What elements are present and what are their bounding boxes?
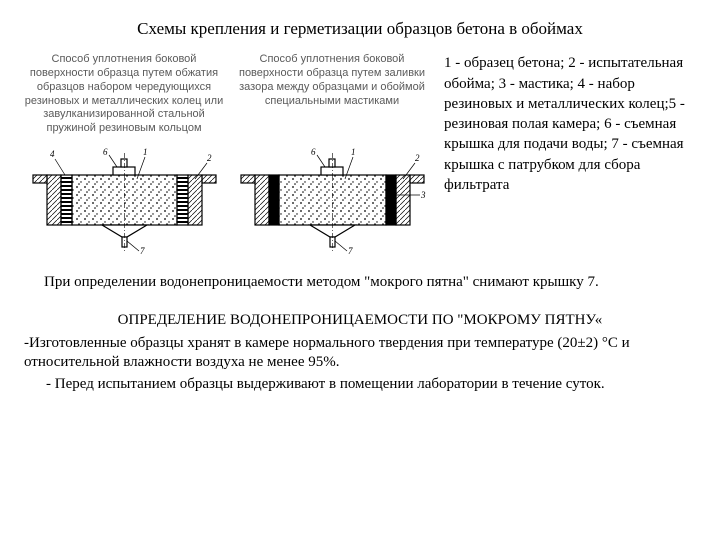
svg-text:4: 4 bbox=[50, 149, 55, 159]
diagram-left-caption: Способ уплотнения боковой поверхности об… bbox=[24, 53, 224, 137]
paragraph-1: -Изготовленные образцы хранят в камере н… bbox=[24, 334, 696, 373]
diagram-right-svg: 6 1 2 3 7 bbox=[235, 145, 430, 255]
svg-text:7: 7 bbox=[140, 246, 145, 255]
diagrams-column: Способ уплотнения боковой поверхности об… bbox=[24, 53, 434, 255]
legend-text: 1 - образец бетона; 2 - испытательная об… bbox=[444, 53, 696, 255]
svg-text:6: 6 bbox=[311, 147, 316, 157]
diagram-right: Способ уплотнения боковой поверхности об… bbox=[232, 53, 432, 255]
diagram-left-svg: 4 6 1 2 7 bbox=[27, 145, 222, 255]
section-heading: ОПРЕДЕЛЕНИЕ ВОДОНЕПРОНИЦАЕМОСТИ ПО "МОКР… bbox=[24, 311, 696, 330]
svg-text:1: 1 bbox=[143, 147, 148, 157]
svg-text:3: 3 bbox=[420, 190, 426, 200]
svg-text:1: 1 bbox=[351, 147, 356, 157]
paragraph-2: - Перед испытанием образцы выдерживают в… bbox=[24, 375, 696, 395]
svg-text:2: 2 bbox=[415, 153, 420, 163]
svg-text:6: 6 bbox=[103, 147, 108, 157]
page-title: Схемы крепления и герметизации образцов … bbox=[24, 18, 696, 39]
top-row: Способ уплотнения боковой поверхности об… bbox=[24, 53, 696, 255]
svg-text:2: 2 bbox=[207, 153, 212, 163]
svg-text:7: 7 bbox=[348, 246, 353, 255]
diagram-right-caption: Способ уплотнения боковой поверхности об… bbox=[232, 53, 432, 137]
diagram-left: Способ уплотнения боковой поверхности об… bbox=[24, 53, 224, 255]
note-text: При определении водонепроницаемости мето… bbox=[44, 273, 696, 293]
